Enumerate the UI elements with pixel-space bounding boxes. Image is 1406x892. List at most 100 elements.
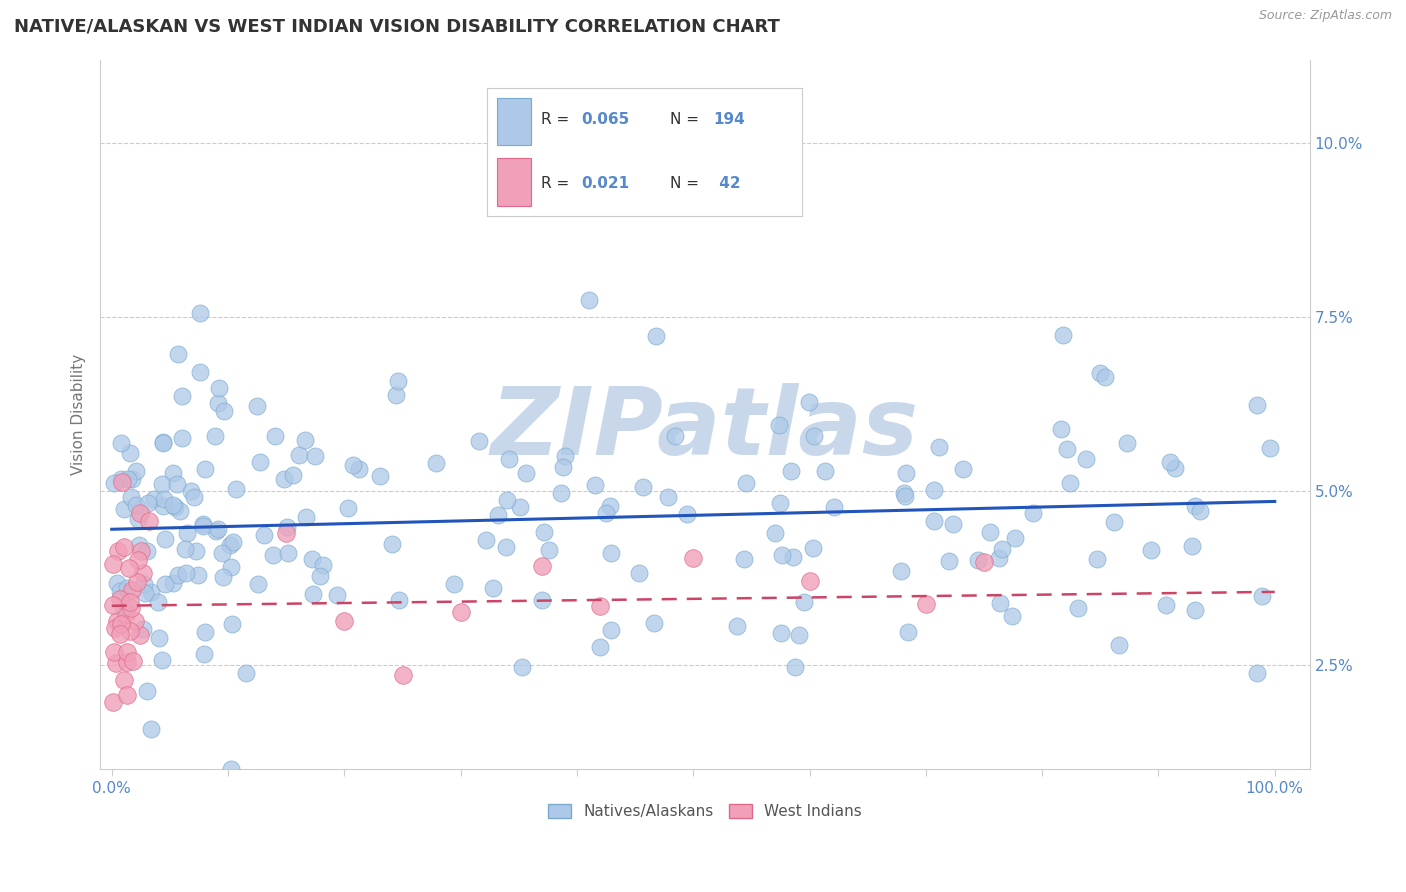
Point	[108, 627, 131, 641]
Point	[333, 614, 356, 628]
Point	[1088, 367, 1111, 381]
Point	[554, 449, 576, 463]
Point	[942, 516, 965, 531]
Point	[450, 605, 472, 619]
Point	[104, 621, 127, 635]
Point	[1246, 398, 1268, 412]
Point	[1074, 451, 1097, 466]
Point	[627, 566, 650, 580]
Point	[735, 476, 758, 491]
Point	[294, 509, 316, 524]
Point	[103, 476, 125, 491]
Point	[928, 440, 950, 454]
Point	[988, 550, 1011, 565]
Point	[495, 540, 517, 554]
Point	[1115, 435, 1137, 450]
Point	[112, 599, 135, 614]
Point	[922, 514, 945, 528]
Point	[1066, 600, 1088, 615]
Point	[486, 508, 509, 522]
Point	[166, 476, 188, 491]
Point	[221, 617, 243, 632]
Point	[263, 429, 285, 443]
Point	[139, 585, 162, 599]
Point	[988, 596, 1011, 610]
Point	[204, 429, 226, 443]
Point	[1188, 504, 1211, 518]
Point	[205, 524, 228, 538]
Text: NATIVE/ALASKAN VS WEST INDIAN VISION DISABILITY CORRELATION CHART: NATIVE/ALASKAN VS WEST INDIAN VISION DIS…	[14, 18, 780, 36]
Point	[162, 466, 184, 480]
Point	[136, 684, 159, 698]
Point	[152, 435, 174, 450]
Point	[1258, 441, 1281, 455]
Point	[276, 525, 298, 540]
Point	[152, 434, 174, 449]
Point	[110, 617, 132, 632]
Point	[193, 647, 215, 661]
Point	[167, 567, 190, 582]
Point	[114, 673, 136, 687]
Point	[235, 665, 257, 680]
Point	[599, 499, 621, 513]
Point	[763, 526, 786, 541]
Text: Source: ZipAtlas.com: Source: ZipAtlas.com	[1258, 9, 1392, 22]
Point	[212, 403, 235, 417]
Point	[124, 614, 146, 628]
Point	[643, 616, 665, 631]
Point	[304, 449, 326, 463]
Point	[302, 587, 325, 601]
Point	[176, 566, 198, 581]
Point	[288, 449, 311, 463]
Point	[153, 491, 176, 506]
Point	[1184, 603, 1206, 617]
Point	[246, 576, 269, 591]
Point	[112, 501, 135, 516]
Point	[253, 527, 276, 541]
Point	[583, 478, 606, 492]
Point	[814, 464, 837, 478]
Point	[588, 640, 610, 655]
Point	[107, 544, 129, 558]
Point	[110, 472, 132, 486]
Point	[368, 468, 391, 483]
Point	[938, 554, 960, 568]
Point	[1085, 552, 1108, 566]
Point	[531, 558, 554, 573]
Point	[134, 586, 156, 600]
Point	[221, 560, 243, 574]
Point	[631, 479, 654, 493]
Point	[915, 597, 938, 611]
Point	[769, 496, 792, 510]
Point	[150, 477, 173, 491]
Point	[979, 524, 1001, 539]
Point	[531, 592, 554, 607]
Point	[515, 466, 537, 480]
Point	[595, 507, 617, 521]
Point	[312, 558, 335, 573]
Point	[281, 467, 304, 482]
Point	[1059, 476, 1081, 491]
Point	[385, 388, 408, 402]
Y-axis label: Vision Disability: Vision Disability	[72, 354, 86, 475]
Point	[172, 389, 194, 403]
Point	[112, 540, 135, 554]
Point	[966, 553, 988, 567]
Point	[115, 688, 138, 702]
Point	[600, 546, 623, 560]
Point	[1159, 455, 1181, 469]
Point	[225, 482, 247, 496]
Point	[475, 533, 498, 547]
Point	[111, 475, 134, 489]
Text: ZIPatlas: ZIPatlas	[491, 383, 920, 475]
Point	[107, 614, 129, 628]
Point	[893, 485, 915, 500]
Point	[108, 584, 131, 599]
Point	[803, 429, 825, 443]
Point	[991, 542, 1014, 557]
Point	[301, 552, 323, 566]
Point	[336, 501, 359, 516]
Point	[890, 564, 912, 578]
Point	[277, 546, 299, 560]
Point	[191, 519, 214, 533]
